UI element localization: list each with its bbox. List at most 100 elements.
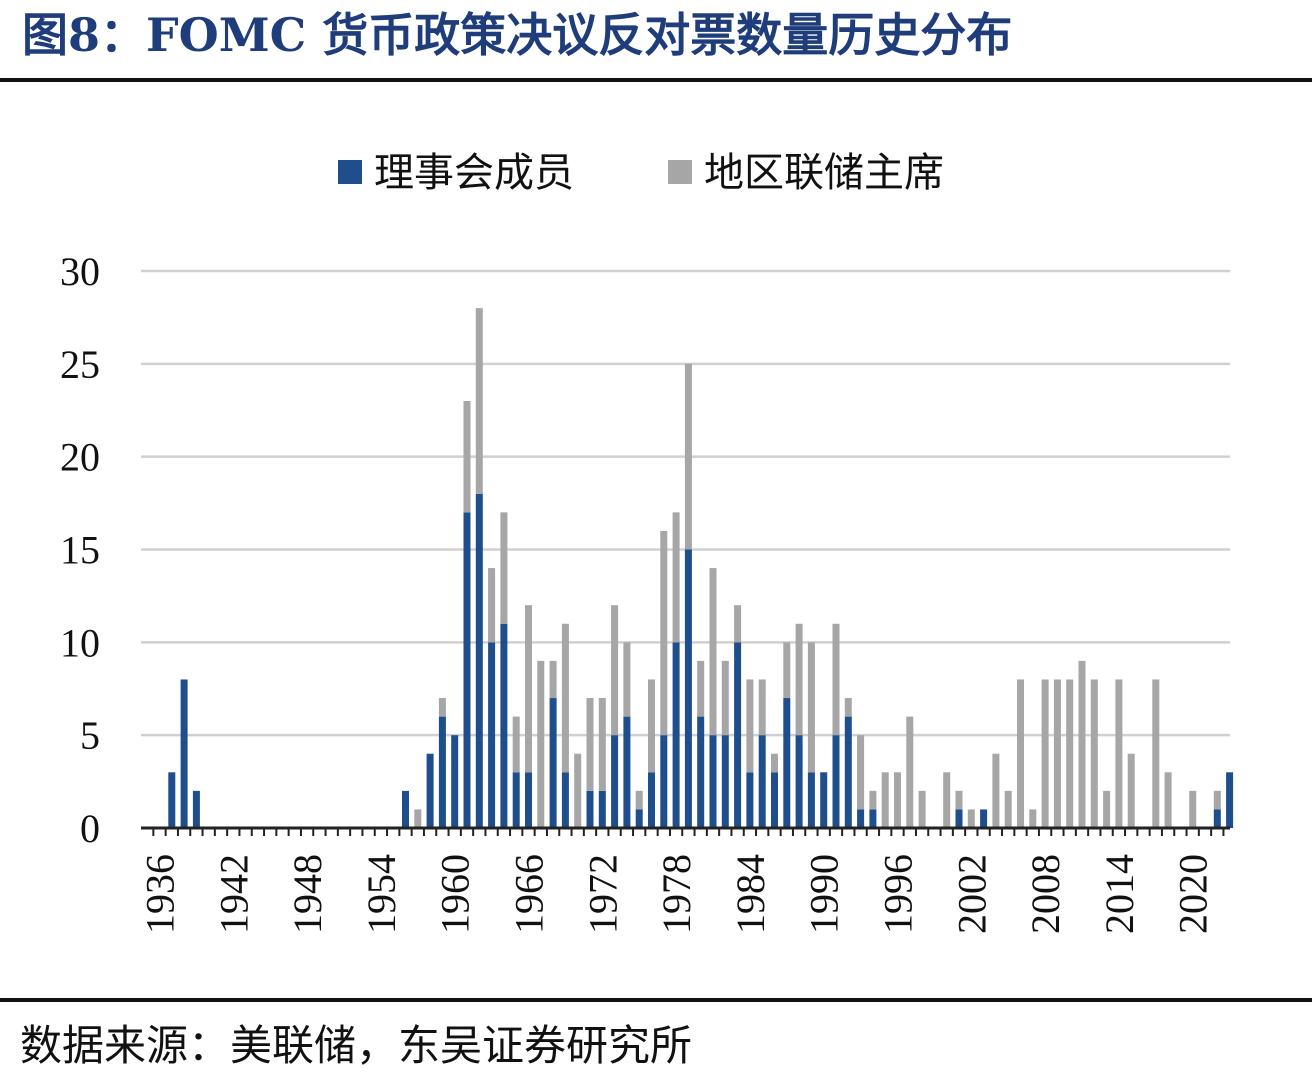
bar-regional-1982 (721, 660, 729, 736)
bar-board-2022 (1213, 809, 1221, 828)
bar-regional-1975 (635, 790, 643, 810)
bar-regional-2007 (1029, 809, 1037, 828)
bar-regional-1994 (869, 790, 877, 810)
bar-board-1977 (660, 735, 668, 828)
bar-regional-1980 (697, 660, 705, 717)
x-tick-label: 2008 (1023, 854, 1068, 934)
bar-board-1983 (734, 642, 742, 828)
x-tick-label: 2014 (1097, 854, 1142, 934)
y-tick-label: 30 (60, 249, 100, 294)
bar-regional-2000 (943, 772, 951, 828)
x-tick-label: 1996 (876, 854, 921, 934)
bar-regional-2013 (1103, 790, 1111, 828)
bar-regional-2015 (1127, 753, 1135, 828)
bar-regional-1987 (783, 642, 791, 699)
bar-board-1992 (844, 716, 852, 828)
chart-legend: 理事会成员 地区联储主席 (338, 150, 944, 196)
bar-regional-1974 (623, 642, 631, 717)
bar-board-1986 (771, 772, 778, 828)
bar-regional-2002 (967, 809, 975, 828)
bar-board-1958 (426, 753, 434, 828)
bar-regional-1989 (807, 642, 815, 773)
x-tick-label: 1960 (433, 854, 478, 934)
bar-board-1937 (168, 772, 176, 828)
bar-board-1989 (807, 772, 815, 828)
x-tick-label: 2020 (1171, 854, 1216, 934)
bar-board-1991 (832, 735, 840, 828)
bar-regional-1988 (795, 623, 803, 736)
y-tick-label: 20 (60, 435, 100, 480)
x-tick-label: 1984 (728, 854, 773, 934)
bar-regional-1995 (881, 772, 889, 828)
bar-board-1994 (869, 809, 877, 828)
x-axis-ticks: 1936 1942 1948 1954 1960 1966 1972 1978 1984 1990… (138, 854, 1216, 934)
top-rule (0, 78, 1312, 82)
bar-regional-2001 (955, 790, 963, 810)
bar-board-1961 (463, 512, 471, 828)
bar-regional-1957 (414, 809, 422, 828)
y-tick-label: 15 (60, 528, 100, 573)
bar-regional-1985 (758, 679, 766, 736)
bar-board-1975 (635, 809, 643, 828)
bar-board-1976 (648, 772, 655, 828)
bar-regional-1968 (549, 660, 557, 699)
x-tick-label: 1978 (654, 854, 699, 934)
bar-board-1988 (795, 735, 803, 828)
bar-regional-2004 (992, 753, 1000, 828)
page-title: 图8：FOMC 货币政策决议反对票数量历史分布 (22, 8, 1013, 62)
bar-board-2003 (980, 809, 988, 828)
bar-board-1960 (451, 735, 459, 828)
x-tick-label: 1990 (802, 854, 847, 934)
legend-label-board: 理事会成员 (374, 150, 574, 196)
bar-regional-2017 (1152, 679, 1160, 828)
bar-regional-1971 (586, 698, 594, 791)
axes (141, 826, 1230, 836)
bar-board-1966 (525, 772, 532, 828)
bar-board-1984 (746, 772, 754, 828)
bars (168, 308, 1234, 828)
bar-regional-1972 (598, 698, 606, 791)
bar-regional-1984 (746, 679, 754, 773)
bar-board-1987 (783, 698, 791, 828)
bar-regional-2018 (1164, 772, 1172, 828)
bar-regional-1996 (894, 772, 901, 828)
y-axis-ticks: 0 5 10 15 20 25 30 (60, 249, 100, 851)
bar-regional-1978 (672, 512, 680, 643)
x-tick-label: 1966 (507, 854, 552, 934)
bar-board-1968 (549, 698, 557, 828)
bar-board-1974 (623, 716, 631, 828)
legend-swatch-regional (668, 160, 692, 184)
bar-regional-1963 (488, 568, 496, 643)
bar-board-1973 (611, 735, 619, 828)
bar-board-1939 (192, 790, 200, 828)
bar-regional-1993 (857, 735, 865, 810)
bar-regional-1969 (561, 623, 569, 773)
bar-board-1982 (721, 735, 729, 828)
bar-regional-1998 (918, 790, 926, 828)
bar-regional-1992 (844, 698, 852, 717)
y-tick-label: 10 (60, 620, 100, 665)
bar-board-1964 (500, 623, 508, 828)
y-tick-label: 25 (60, 342, 100, 387)
bar-regional-2012 (1090, 679, 1098, 828)
bar-board-2023 (1226, 772, 1234, 828)
bottom-rule (0, 998, 1312, 1002)
bar-regional-1997 (906, 716, 914, 828)
bar-regional-2008 (1041, 679, 1049, 828)
bar-board-1956 (402, 790, 409, 828)
bar-board-1959 (438, 716, 446, 828)
legend-label-regional: 地区联储主席 (704, 150, 944, 196)
bar-regional-1979 (684, 363, 692, 550)
x-tick-label: 1936 (138, 854, 183, 934)
bar-board-1980 (697, 716, 705, 828)
bar-regional-1983 (734, 605, 742, 643)
bar-board-1972 (598, 790, 606, 828)
bar-board-1969 (561, 772, 569, 828)
x-tick-label: 1948 (285, 854, 330, 934)
bar-regional-1962 (475, 308, 483, 494)
bar-board-1978 (672, 642, 680, 828)
source-note: 数据来源：美联储，东吴证券研究所 (20, 1021, 693, 1070)
bar-regional-1976 (648, 679, 655, 773)
bar-regional-1970 (574, 753, 582, 828)
